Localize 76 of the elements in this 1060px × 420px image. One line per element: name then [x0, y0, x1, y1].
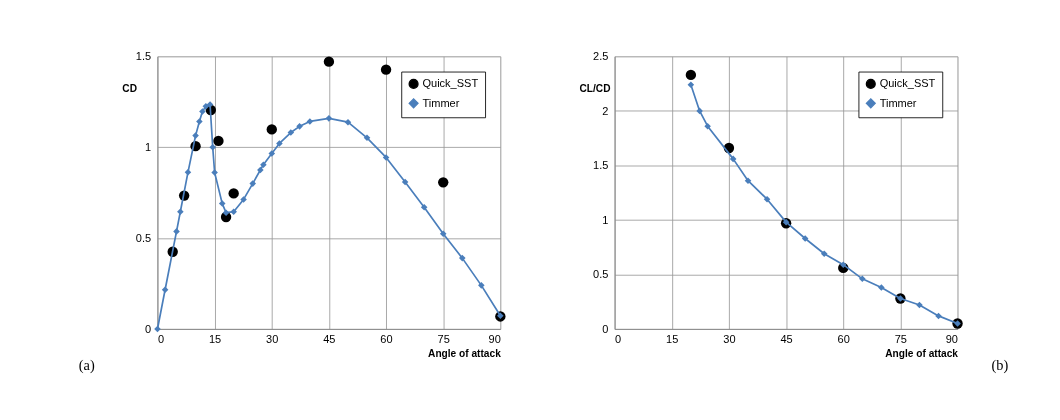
- point: [240, 196, 247, 203]
- legend-label: Timmer: [879, 96, 917, 109]
- x-tick-label: 90: [488, 332, 501, 345]
- y-tick-label: 2.5: [593, 50, 609, 63]
- point: [266, 124, 277, 135]
- point: [218, 200, 226, 207]
- point: [839, 261, 847, 268]
- x-tick-label: 30: [266, 332, 279, 345]
- legend-label: Quick_SST: [879, 77, 936, 90]
- point: [878, 284, 885, 291]
- point: [380, 64, 392, 75]
- y-tick-label: 0: [145, 322, 152, 335]
- point: [260, 161, 267, 168]
- y-tick-label: 0.5: [135, 231, 152, 244]
- x-tick-label: 15: [208, 332, 222, 345]
- point: [763, 195, 771, 203]
- x-tick-label: 75: [437, 332, 450, 345]
- point: [209, 143, 216, 151]
- point: [820, 250, 828, 258]
- legend-label: Quick_SST: [422, 77, 479, 90]
- y-axis-title: CL/CD: [579, 83, 611, 95]
- point: [222, 209, 230, 216]
- point: [161, 286, 169, 294]
- x-tick-label: 30: [723, 332, 736, 345]
- point: [363, 134, 371, 142]
- point: [685, 69, 697, 81]
- point: [325, 115, 333, 122]
- point: [177, 208, 184, 216]
- legend-label: Timmer: [422, 96, 460, 109]
- point: [458, 254, 466, 262]
- y-tick-label: 1.5: [593, 159, 609, 172]
- y-tick-label: 0: [602, 322, 609, 335]
- x-axis-title: Angle of attack: [885, 347, 959, 359]
- point: [249, 180, 256, 187]
- point: [478, 282, 485, 289]
- y-tick-label: 1: [602, 213, 609, 226]
- point: [344, 118, 352, 126]
- y-tick-label: 0.5: [593, 268, 609, 281]
- point: [230, 208, 237, 216]
- point: [859, 275, 866, 283]
- x-tick-label: 45: [780, 332, 793, 345]
- point: [729, 155, 737, 163]
- point: [439, 230, 447, 238]
- text: (b): [991, 356, 1009, 374]
- point: [196, 118, 203, 125]
- point: [438, 177, 449, 188]
- x-tick-label: 60: [837, 332, 850, 345]
- point: [420, 203, 428, 211]
- point: [276, 140, 283, 147]
- point: [184, 169, 192, 176]
- point: [228, 188, 239, 199]
- point: [173, 228, 180, 235]
- y-axis-title: CD: [122, 83, 137, 95]
- point: [202, 103, 210, 110]
- point: [323, 56, 335, 67]
- x-axis-title: Angle of attack: [428, 347, 502, 359]
- y-tick-label: 1: [145, 141, 152, 154]
- y-tick-label: 2: [602, 104, 609, 117]
- point: [211, 169, 218, 176]
- point: [192, 132, 199, 139]
- point: [687, 81, 695, 89]
- point: [296, 123, 303, 130]
- point: [704, 122, 711, 130]
- x-tick-label: 15: [666, 332, 679, 345]
- x-tick-label: 0: [157, 332, 165, 345]
- x-tick-label: 45: [323, 332, 336, 345]
- y-tick-label: 1.5: [135, 50, 152, 63]
- point: [199, 108, 206, 115]
- x-tick-label: 60: [380, 332, 393, 345]
- x-tick-label: 90: [945, 332, 958, 345]
- x-tick-label: 0: [615, 332, 622, 345]
- x-tick-label: 75: [894, 332, 907, 345]
- point: [268, 150, 276, 157]
- point: [213, 135, 224, 147]
- text: (a): [78, 356, 95, 374]
- point: [401, 178, 409, 186]
